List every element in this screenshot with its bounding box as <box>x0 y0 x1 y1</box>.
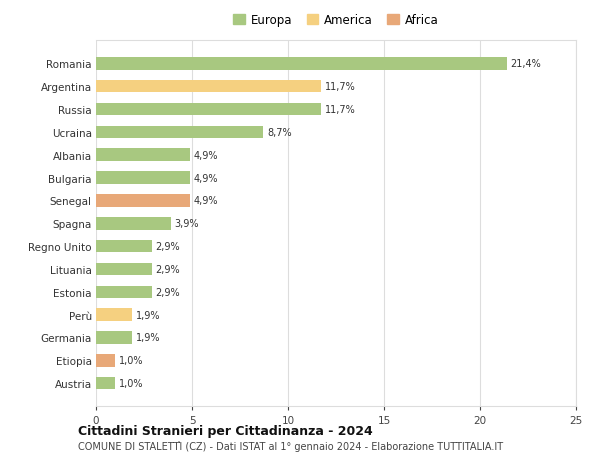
Bar <box>96 286 152 298</box>
Bar <box>96 331 133 344</box>
Bar <box>96 263 152 276</box>
Text: 11,7%: 11,7% <box>325 82 355 92</box>
Text: 11,7%: 11,7% <box>325 105 355 115</box>
Text: 1,0%: 1,0% <box>119 378 143 388</box>
Text: 8,7%: 8,7% <box>267 128 292 138</box>
Text: 1,9%: 1,9% <box>136 333 161 343</box>
Text: COMUNE DI STALETTÌ (CZ) - Dati ISTAT al 1° gennaio 2024 - Elaborazione TUTTITAL: COMUNE DI STALETTÌ (CZ) - Dati ISTAT al… <box>78 440 503 451</box>
Bar <box>96 58 507 70</box>
Bar <box>96 241 152 253</box>
Bar <box>96 354 115 367</box>
Bar <box>96 195 190 207</box>
Legend: Europa, America, Africa: Europa, America, Africa <box>229 9 443 32</box>
Text: Cittadini Stranieri per Cittadinanza - 2024: Cittadini Stranieri per Cittadinanza - 2… <box>78 424 373 437</box>
Text: 2,9%: 2,9% <box>155 264 180 274</box>
Text: 1,0%: 1,0% <box>119 356 143 365</box>
Text: 3,9%: 3,9% <box>175 219 199 229</box>
Bar <box>96 218 171 230</box>
Bar <box>96 172 190 185</box>
Bar <box>96 126 263 139</box>
Bar <box>96 149 190 162</box>
Text: 1,9%: 1,9% <box>136 310 161 320</box>
Text: 4,9%: 4,9% <box>194 151 218 160</box>
Text: 2,9%: 2,9% <box>155 241 180 252</box>
Bar <box>96 81 320 93</box>
Bar <box>96 103 320 116</box>
Text: 4,9%: 4,9% <box>194 196 218 206</box>
Bar <box>96 377 115 390</box>
Bar <box>96 309 133 321</box>
Text: 2,9%: 2,9% <box>155 287 180 297</box>
Text: 4,9%: 4,9% <box>194 173 218 183</box>
Text: 21,4%: 21,4% <box>511 59 541 69</box>
